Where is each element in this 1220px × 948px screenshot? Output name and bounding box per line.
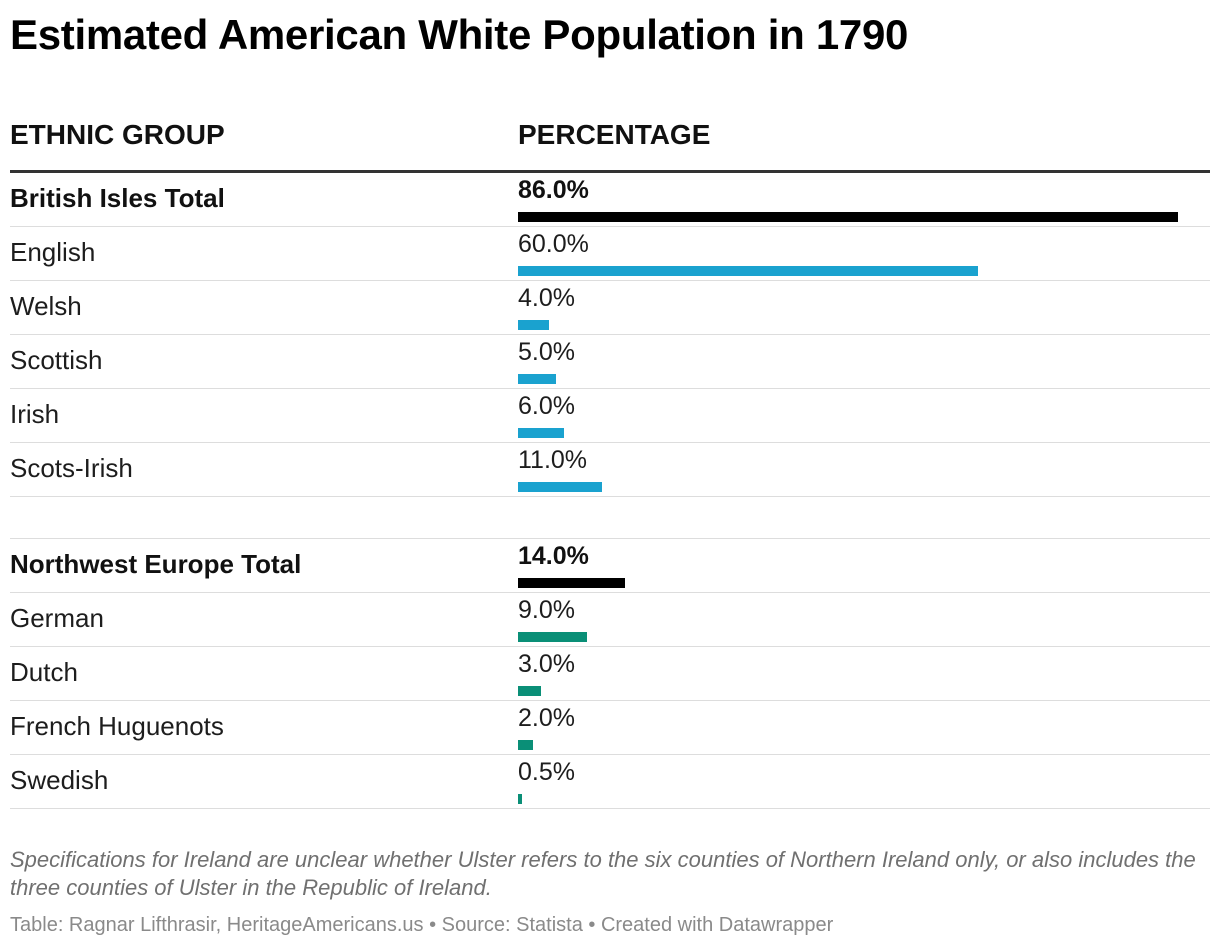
row-value: 86.0%	[518, 176, 589, 204]
row-label: Welsh	[10, 291, 82, 321]
table-row: Irish 6.0%	[10, 388, 1210, 443]
row-value: 11.0%	[518, 446, 588, 474]
row-label: English	[10, 237, 96, 267]
row-label: German	[10, 603, 104, 633]
row-value: 5.0%	[518, 338, 575, 366]
chart-title: Estimated American White Population in 1…	[10, 11, 909, 58]
row-value: 4.0%	[518, 284, 575, 312]
row-value: 60.0%	[518, 230, 589, 258]
value-bar	[518, 266, 978, 276]
row-label: French Huguenots	[10, 711, 224, 741]
row-label: Scots-Irish	[10, 453, 133, 483]
table-footer: Table: Ragnar Lifthrasir, HeritageAmeric…	[10, 914, 834, 936]
value-bar	[518, 686, 541, 696]
row-label: Irish	[10, 399, 60, 429]
group-spacer	[10, 496, 1210, 539]
row-value: 14.0%	[518, 542, 589, 570]
table-row-total: Northwest Europe Total 14.0%	[10, 538, 1210, 593]
column-header-percentage: PERCENTAGE	[518, 119, 711, 150]
row-label: British Isles Total	[10, 183, 225, 213]
table-row: Welsh 4.0%	[10, 280, 1210, 335]
value-bar	[518, 482, 602, 492]
value-bar	[518, 212, 1178, 222]
table-row-total: British Isles Total 86.0%	[10, 172, 1210, 227]
value-bar	[518, 374, 556, 384]
value-bar	[518, 428, 564, 438]
table-row: Scottish 5.0%	[10, 334, 1210, 389]
value-bar	[518, 320, 549, 330]
table-row: English 60.0%	[10, 226, 1210, 281]
table-row: Dutch 3.0%	[10, 646, 1210, 701]
table-note: Specifications for Ireland are unclear w…	[10, 847, 1196, 900]
table-row: Swedish 0.5%	[10, 754, 1210, 809]
row-value: 2.0%	[518, 704, 575, 732]
row-label: Dutch	[10, 657, 78, 687]
row-label: Scottish	[10, 345, 103, 375]
table-row: Scots-Irish 11.0%	[10, 442, 1210, 497]
row-value: 6.0%	[518, 392, 575, 420]
row-label: Swedish	[10, 765, 109, 795]
value-bar	[518, 740, 533, 750]
table-row: German 9.0%	[10, 592, 1210, 647]
row-label: Northwest Europe Total	[10, 549, 302, 579]
value-bar	[518, 578, 625, 588]
table-row: French Huguenots 2.0%	[10, 700, 1210, 755]
row-value: 9.0%	[518, 596, 575, 624]
column-header-ethnic-group: ETHNIC GROUP	[10, 119, 225, 150]
row-value: 0.5%	[518, 758, 575, 786]
value-bar	[518, 794, 522, 804]
value-bar	[518, 632, 587, 642]
table-header: ETHNIC GROUP PERCENTAGE	[10, 112, 1210, 173]
row-value: 3.0%	[518, 650, 575, 678]
